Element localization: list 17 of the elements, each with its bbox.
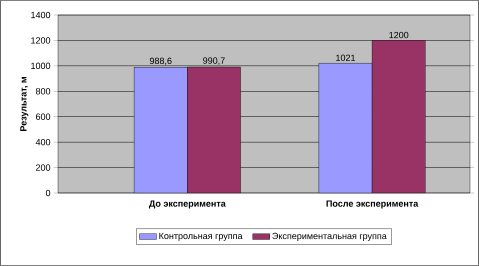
x-tick-label: До эксперимента [148, 200, 226, 209]
y-tick-label: 0 [46, 190, 50, 196]
y-tick-label: 600 [36, 114, 50, 120]
y-tick-label: 400 [36, 138, 50, 146]
data-label: 1200 [389, 32, 408, 38]
x-tick-label: После эксперимента [326, 200, 418, 209]
y-tick-label: 200 [36, 164, 50, 171]
y-tick-label: 800 [36, 88, 50, 94]
legend-label: Экспериментальная группа [272, 232, 387, 241]
y-tick-label: 1400 [31, 12, 50, 18]
y-tick-label: 1000 [31, 62, 50, 70]
data-label: 990,7 [203, 57, 225, 65]
y-axis-title: Результат, м [20, 77, 28, 131]
data-label: 988,6 [150, 58, 172, 66]
legend-label: Контрольная группа [159, 232, 243, 241]
data-label: 1021 [336, 54, 356, 61]
y-tick-label: 1200 [31, 37, 50, 44]
